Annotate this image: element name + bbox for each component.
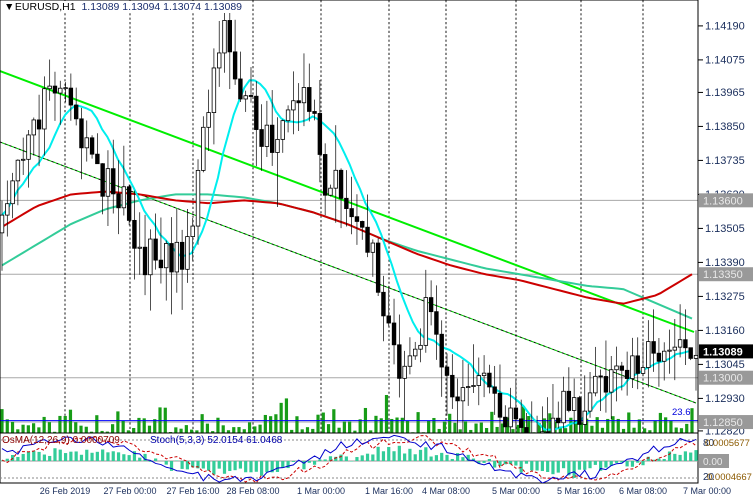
svg-text:5 Mar 00:00: 5 Mar 00:00 [492,486,540,496]
svg-text:1.13275: 1.13275 [705,291,745,303]
svg-text:1.13045: 1.13045 [705,359,745,371]
svg-text:0.00: 0.00 [703,457,723,468]
svg-text:0.0005677: 0.0005677 [705,438,750,449]
svg-text:1.13735: 1.13735 [705,155,745,167]
svg-text:1.13505: 1.13505 [705,223,745,235]
svg-text:1.12850: 1.12850 [703,417,743,429]
svg-text:26 Feb 2019: 26 Feb 2019 [40,486,91,496]
svg-text:1.12930: 1.12930 [705,393,745,405]
svg-text:1.13600: 1.13600 [703,195,743,207]
svg-text:28 Feb 08:00: 28 Feb 08:00 [226,486,279,496]
svg-text:1.14075: 1.14075 [705,54,745,66]
svg-text:1.13350: 1.13350 [703,269,743,281]
svg-text:1.13089: 1.13089 [703,346,743,358]
svg-text:4 Mar 08:00: 4 Mar 08:00 [422,486,470,496]
svg-text:1.13000: 1.13000 [703,373,743,385]
svg-text:Stoch(5,3,3) 52.0154 61.0468: Stoch(5,3,3) 52.0154 61.0468 [150,435,283,446]
svg-text:1.13850: 1.13850 [705,121,745,133]
svg-text:5 Mar 16:00: 5 Mar 16:00 [557,486,605,496]
svg-text:1 Mar 16:00: 1 Mar 16:00 [365,486,413,496]
svg-text:27 Feb 16:00: 27 Feb 16:00 [166,486,219,496]
svg-text:0.0004667: 0.0004667 [707,472,752,483]
svg-text:1.13160: 1.13160 [705,325,745,337]
svg-text:1.14190: 1.14190 [705,20,745,32]
svg-text:6 Mar 08:00: 6 Mar 08:00 [619,486,667,496]
svg-text:27 Feb 00:00: 27 Feb 00:00 [103,486,156,496]
svg-text:OsMA(12,26,9) 0.0000709: OsMA(12,26,9) 0.0000709 [2,435,120,446]
svg-text:23.6: 23.6 [672,407,691,418]
svg-text:1.13390: 1.13390 [705,257,745,269]
svg-text:7 Mar 00:00: 7 Mar 00:00 [683,486,731,496]
svg-text:1 Mar 00:00: 1 Mar 00:00 [297,486,345,496]
svg-text:1.13965: 1.13965 [705,87,745,99]
